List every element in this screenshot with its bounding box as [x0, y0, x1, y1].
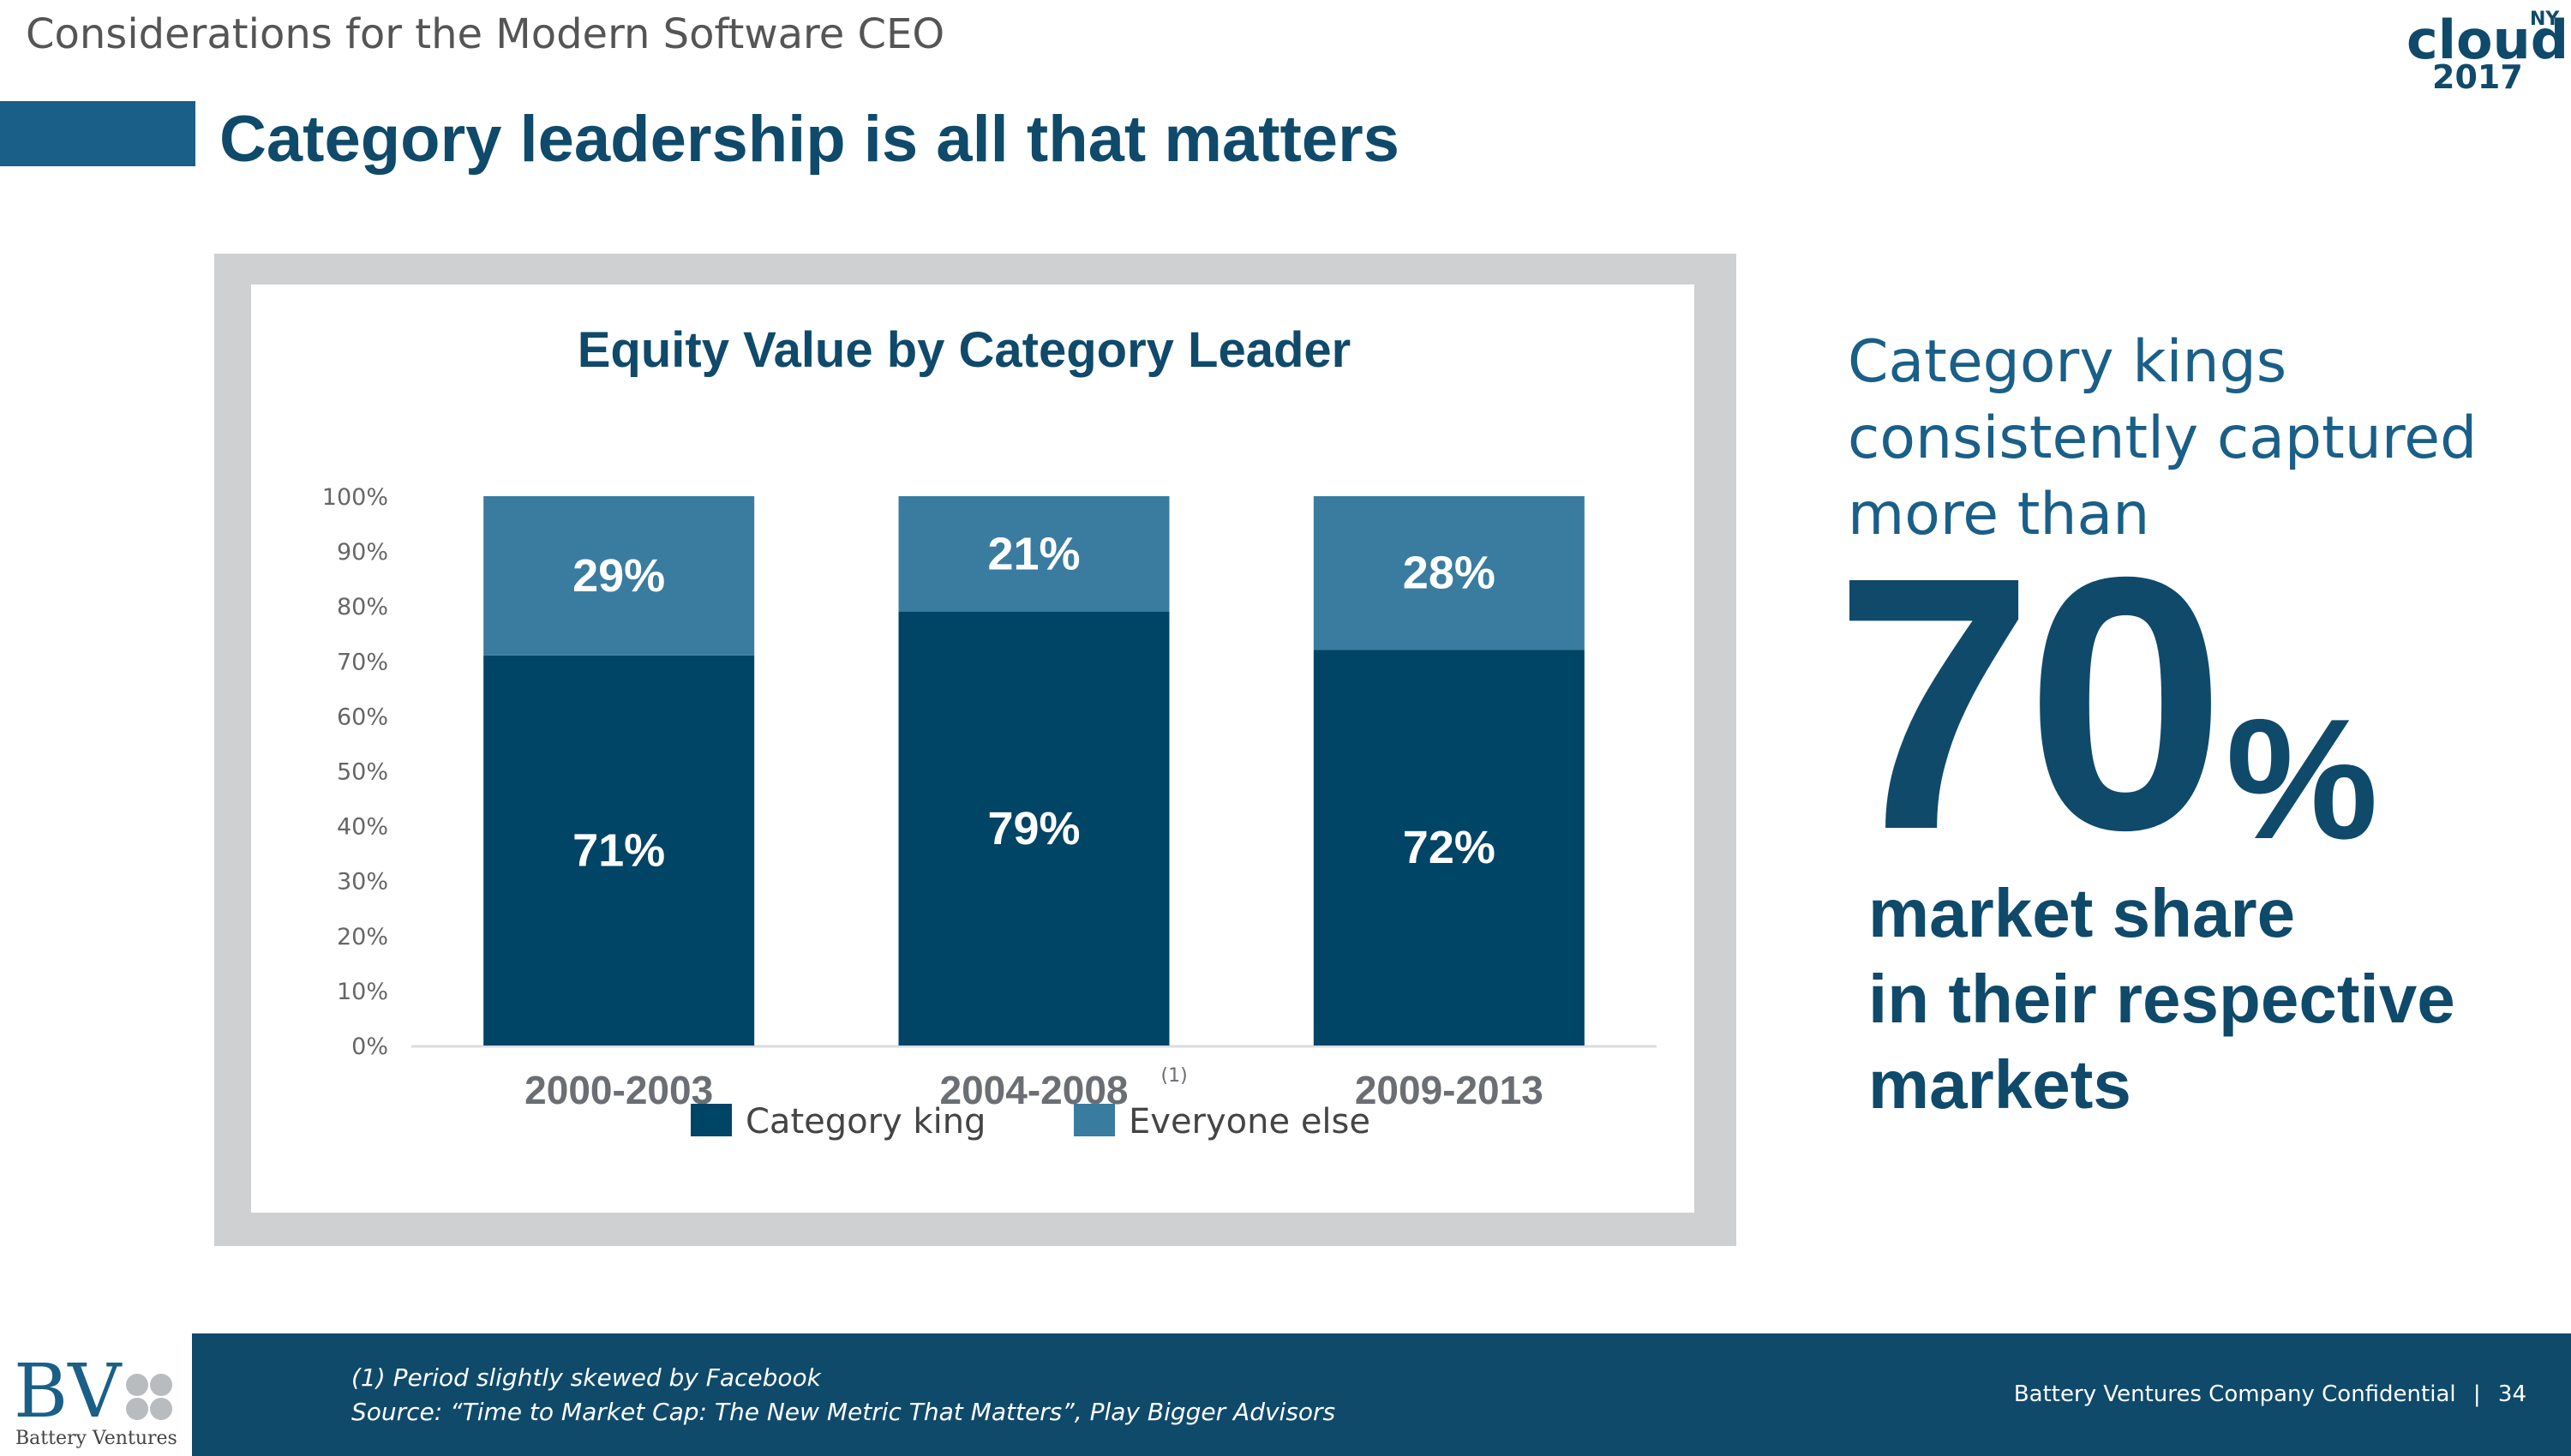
data-label: 28% — [1403, 548, 1495, 599]
footer-bar: BV Battery Ventures (1) Period slightly … — [0, 1333, 2571, 1456]
bar-segment — [483, 655, 755, 1046]
separator: | — [2472, 1381, 2481, 1407]
y-tick-label: 50% — [337, 759, 388, 786]
y-tick-label: 0% — [351, 1034, 388, 1060]
data-label: 79% — [987, 803, 1080, 854]
callout-intro-line: more than — [1848, 481, 2150, 548]
callout-big-number: 70% — [1834, 524, 2378, 884]
source-note: Source: “Time to Market Cap: The New Met… — [351, 1398, 1336, 1426]
presentation-title: Considerations for the Modern Software C… — [26, 10, 945, 58]
footnote: (1) Period slightly skewed by Facebook — [351, 1363, 821, 1392]
data-label: 72% — [1403, 822, 1495, 873]
callout-intro-line: Category kings — [1848, 328, 2287, 396]
confidential-text: Battery Ventures Company Confidential — [2013, 1381, 2456, 1407]
y-tick-label: 10% — [337, 979, 388, 1005]
data-label: 21% — [987, 528, 1080, 579]
chart-frame: Equity Value by Category Leader 0% 10% 20% 3… — [214, 254, 1736, 1246]
legend-swatch — [1074, 1104, 1115, 1136]
y-tick-label: 100% — [322, 484, 388, 511]
logo-letters: BV — [14, 1349, 122, 1435]
callout-outro-line: in their respective — [1868, 961, 2455, 1037]
bar-segment — [1313, 496, 1585, 650]
bar-segment — [1313, 650, 1585, 1046]
page-number: 34 — [2497, 1381, 2526, 1407]
category-footnote-mark: (1) — [1161, 1065, 1188, 1087]
title-accent-bar — [0, 101, 195, 166]
logo-dots-icon — [126, 1374, 172, 1420]
chart-panel: Equity Value by Category Leader 0% 10% 20% 3… — [251, 285, 1694, 1213]
battery-ventures-logo: BV Battery Ventures — [0, 1333, 192, 1456]
bar-segment — [898, 496, 1170, 612]
big-number-value: 70 — [1834, 503, 2226, 905]
bar-segment — [898, 611, 1170, 1046]
y-tick-label: 90% — [337, 539, 388, 566]
y-tick-label: 60% — [337, 704, 388, 730]
logo-superscript: NY — [2530, 9, 2560, 30]
logo-word: cloud — [2406, 9, 2569, 71]
y-tick-label: 20% — [337, 924, 388, 950]
y-tick-label: 80% — [337, 594, 388, 620]
big-number-unit: % — [2226, 684, 2379, 875]
stacked-bar-chart: Equity Value by Category Leader 0% 10% 20% 3… — [322, 322, 1657, 1141]
category-label: 2009-2013 — [1355, 1068, 1543, 1112]
logo-name: Battery Ventures — [15, 1428, 177, 1449]
legend-label: Category king — [746, 1102, 986, 1141]
callout-outro-line: markets — [1868, 1046, 2131, 1123]
callout-intro-line: consistently captured — [1848, 404, 2478, 472]
footer-notes: (1) Period slightly skewed by Facebook S… — [351, 1361, 1335, 1429]
logo-year: 2017 — [2432, 58, 2523, 96]
chart-title: Equity Value by Category Leader — [578, 322, 1351, 378]
legend-label: Everyone else — [1129, 1102, 1370, 1141]
category-label: 2000-2003 — [524, 1068, 713, 1112]
callout-outro-line: market share — [1868, 875, 2296, 951]
bar-segment — [483, 496, 755, 656]
callout-intro: Category kings consistently captured mor… — [1848, 324, 2477, 553]
cloud-2017-logo: cloud NY 2017 — [2400, 9, 2568, 103]
legend-swatch — [691, 1104, 732, 1136]
callout-outro: market share in their respective markets — [1868, 871, 2455, 1128]
data-label: 29% — [572, 550, 665, 602]
slide-title: Category leadership is all that matters — [219, 103, 1399, 176]
y-tick-label: 40% — [337, 814, 388, 841]
data-label: 71% — [572, 824, 665, 876]
y-tick-label: 70% — [337, 649, 388, 675]
y-tick-label: 30% — [337, 869, 388, 896]
footer-confidential: Battery Ventures Company Confidential | … — [2014, 1381, 2526, 1407]
